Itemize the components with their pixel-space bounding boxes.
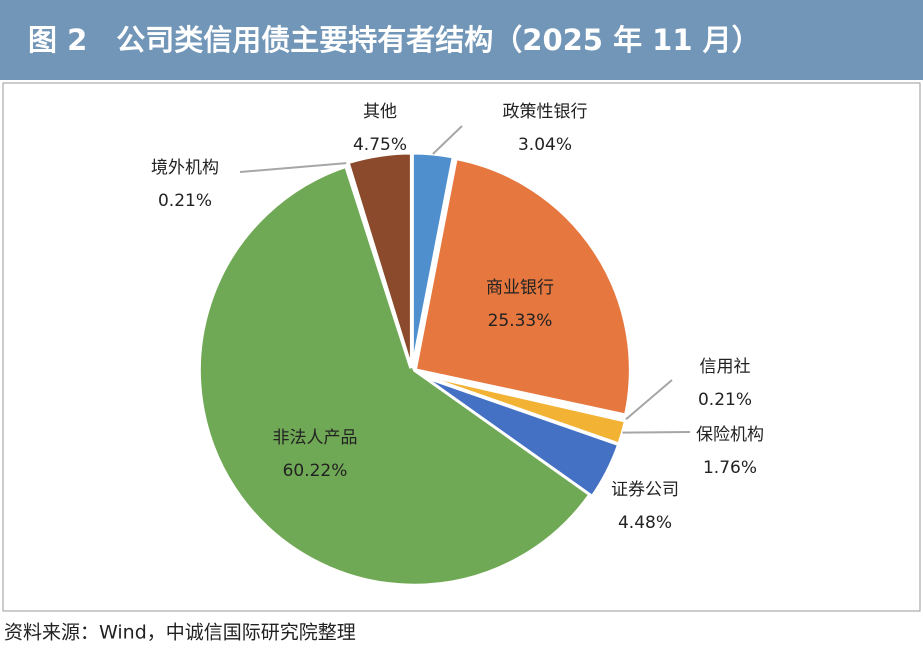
value-label: 25.33% bbox=[488, 311, 553, 331]
value-label: 4.75% bbox=[353, 135, 407, 155]
pie-slice bbox=[346, 151, 413, 369]
slice-label: 境外机构 bbox=[151, 158, 219, 178]
value-label: 0.21% bbox=[158, 191, 212, 211]
value-label: 4.48% bbox=[618, 513, 672, 533]
leader-line bbox=[432, 125, 463, 155]
pie-slice bbox=[197, 163, 592, 587]
slice-label: 政策性银行 bbox=[503, 102, 588, 122]
chart-frame bbox=[2, 82, 921, 612]
chart-title: 图 2 公司类信用债主要持有者结构（2025 年 11 月） bbox=[28, 23, 761, 57]
leader-line bbox=[625, 379, 673, 421]
source-note: 资料来源：Wind，中诚信国际研究院整理 bbox=[4, 622, 356, 644]
slice-label: 商业银行 bbox=[486, 278, 554, 298]
slice-label: 信用社 bbox=[700, 357, 751, 377]
value-label: 1.76% bbox=[703, 458, 757, 478]
header-bar bbox=[0, 0, 923, 80]
value-label: 60.22% bbox=[283, 461, 348, 481]
leader-line bbox=[239, 162, 347, 173]
pie-slice bbox=[414, 372, 621, 501]
leader-line bbox=[622, 431, 691, 434]
value-label: 3.04% bbox=[518, 135, 572, 155]
slice-label: 保险机构 bbox=[696, 425, 764, 445]
pie-slice bbox=[413, 156, 632, 417]
slice-label: 其他 bbox=[363, 102, 397, 122]
slice-label: 非法人产品 bbox=[273, 428, 358, 448]
slice-label: 证券公司 bbox=[611, 480, 679, 500]
value-label: 0.21% bbox=[698, 390, 752, 410]
